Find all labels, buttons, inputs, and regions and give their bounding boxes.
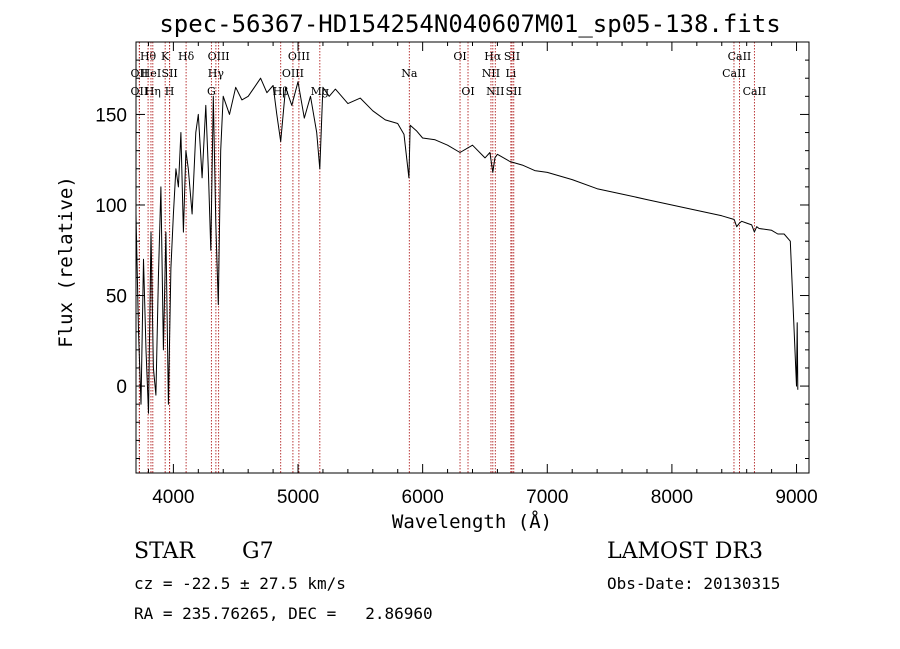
x-axis-label: Wavelength (Å) [392,510,552,533]
x-tick-label: 9000 [775,487,817,508]
line-id-label: Hγ [208,67,225,80]
line-id-label: CaII [722,67,746,80]
x-tick-label: 5000 [277,487,319,508]
redshift-value: cz = -22.5 ± 27.5 km/s [134,574,346,593]
axis-ticks: 4000 5000 6000 7000 8000 9000 0 50 100 150 [95,41,818,508]
line-id-label: Li [505,67,516,80]
line-id-label: SII [506,85,522,98]
line-id-label: HeI [141,67,161,80]
line-id-label: Hβ [273,85,289,98]
y-tick-label: 0 [116,377,127,398]
x-tick-label: 6000 [402,487,444,508]
line-id-label: Hα [484,50,502,63]
x-tick-label: 8000 [651,487,693,508]
line-id-label: CaII [743,85,767,98]
line-id-label: Mg [311,85,329,98]
line-id-label: Hη [145,85,161,98]
line-id-label: OI [453,50,466,63]
line-id-label: OIII [282,67,304,80]
line-id-label: Hθ [140,50,157,63]
object-subclass: G7 [242,539,274,564]
y-axis-label: Flux (relative) [55,176,77,348]
line-id-label: OII [131,85,149,98]
line-id-label: H [165,85,175,98]
line-id-label: SII [504,50,520,63]
y-tick-label: 50 [106,287,127,308]
line-id-label: CaII [728,50,752,63]
line-id-label: OIII [208,50,230,63]
spectrum-series [135,77,799,414]
line-id-label: OIII [288,50,310,63]
y-tick-label: 150 [95,105,127,126]
object-class: STAR [134,539,196,564]
plot-frame [135,41,810,474]
survey-name: LAMOST DR3 [607,539,763,564]
line-id-label: Hδ [178,50,195,63]
spectrum-info-footer: STAR G7 LAMOST DR3 cz = -22.5 ± 27.5 km/… [134,539,780,623]
x-tick-label: 7000 [526,487,568,508]
line-id-label: OI [461,85,474,98]
line-id-label: NII [486,85,504,98]
line-id-label: Na [401,67,418,80]
observation-date: Obs-Date: 20130315 [607,574,780,593]
chart-title: spec-56367-HD154254N040607M01_sp05-138.f… [159,10,780,38]
x-tick-label: 4000 [152,487,194,508]
line-id-label: G [207,85,216,98]
spectrum-line [135,77,799,414]
line-id-label: NII [482,67,500,80]
line-id-label: K [161,50,170,63]
y-tick-label: 100 [95,196,127,217]
coordinates: RA = 235.76265, DEC = 2.86960 [134,604,433,623]
